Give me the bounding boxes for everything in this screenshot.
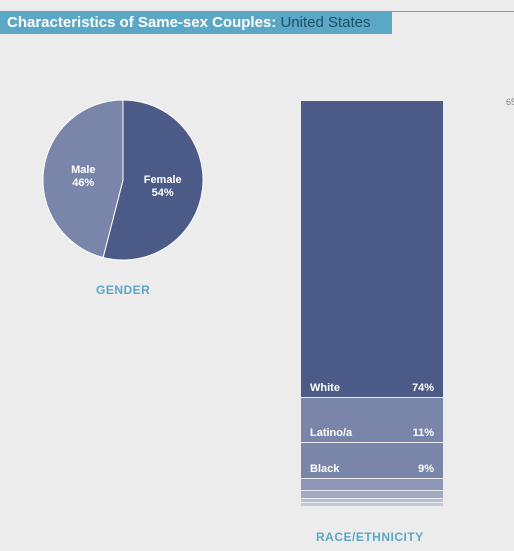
header-region: United States (280, 14, 371, 31)
gender-pie-chart: Female 54% Male 46% (42, 99, 204, 261)
race-ethnicity-stacked-bar: White 74% Latino/a 11% Black 9% (301, 101, 443, 507)
race-segment-black: Black 9% (301, 442, 443, 478)
race-segment-other (301, 498, 443, 502)
edge-clipped-text: 65 (506, 97, 514, 107)
chart-header: Characteristics of Same-sex Couples: Uni… (0, 11, 392, 34)
race-segment-label: Latino/a (310, 426, 353, 439)
pie-label-male: Male 46% (71, 164, 95, 189)
pie-label-female: Female 54% (144, 174, 182, 199)
race-segment-label: Black (310, 462, 340, 475)
race-segment-value: 11% (412, 426, 434, 439)
header-rule (392, 11, 514, 12)
race-segment-white: White 74% (301, 101, 443, 398)
header-title: Characteristics of Same-sex Couples: (7, 14, 281, 31)
race-chart-title: RACE/ETHNICITY (316, 530, 424, 544)
pie-slice-male (42, 99, 124, 259)
race-segment-other (301, 502, 443, 506)
race-segment-value: 74% (411, 382, 434, 395)
race-segment-other (301, 490, 443, 498)
race-segment-value: 9% (418, 462, 434, 475)
race-segment-other (301, 478, 443, 490)
race-segment-latino-a: Latino/a 11% (301, 398, 443, 442)
gender-chart-title: GENDER (96, 283, 151, 297)
race-segment-label: White (310, 382, 340, 395)
pie-slice-female (102, 99, 204, 261)
